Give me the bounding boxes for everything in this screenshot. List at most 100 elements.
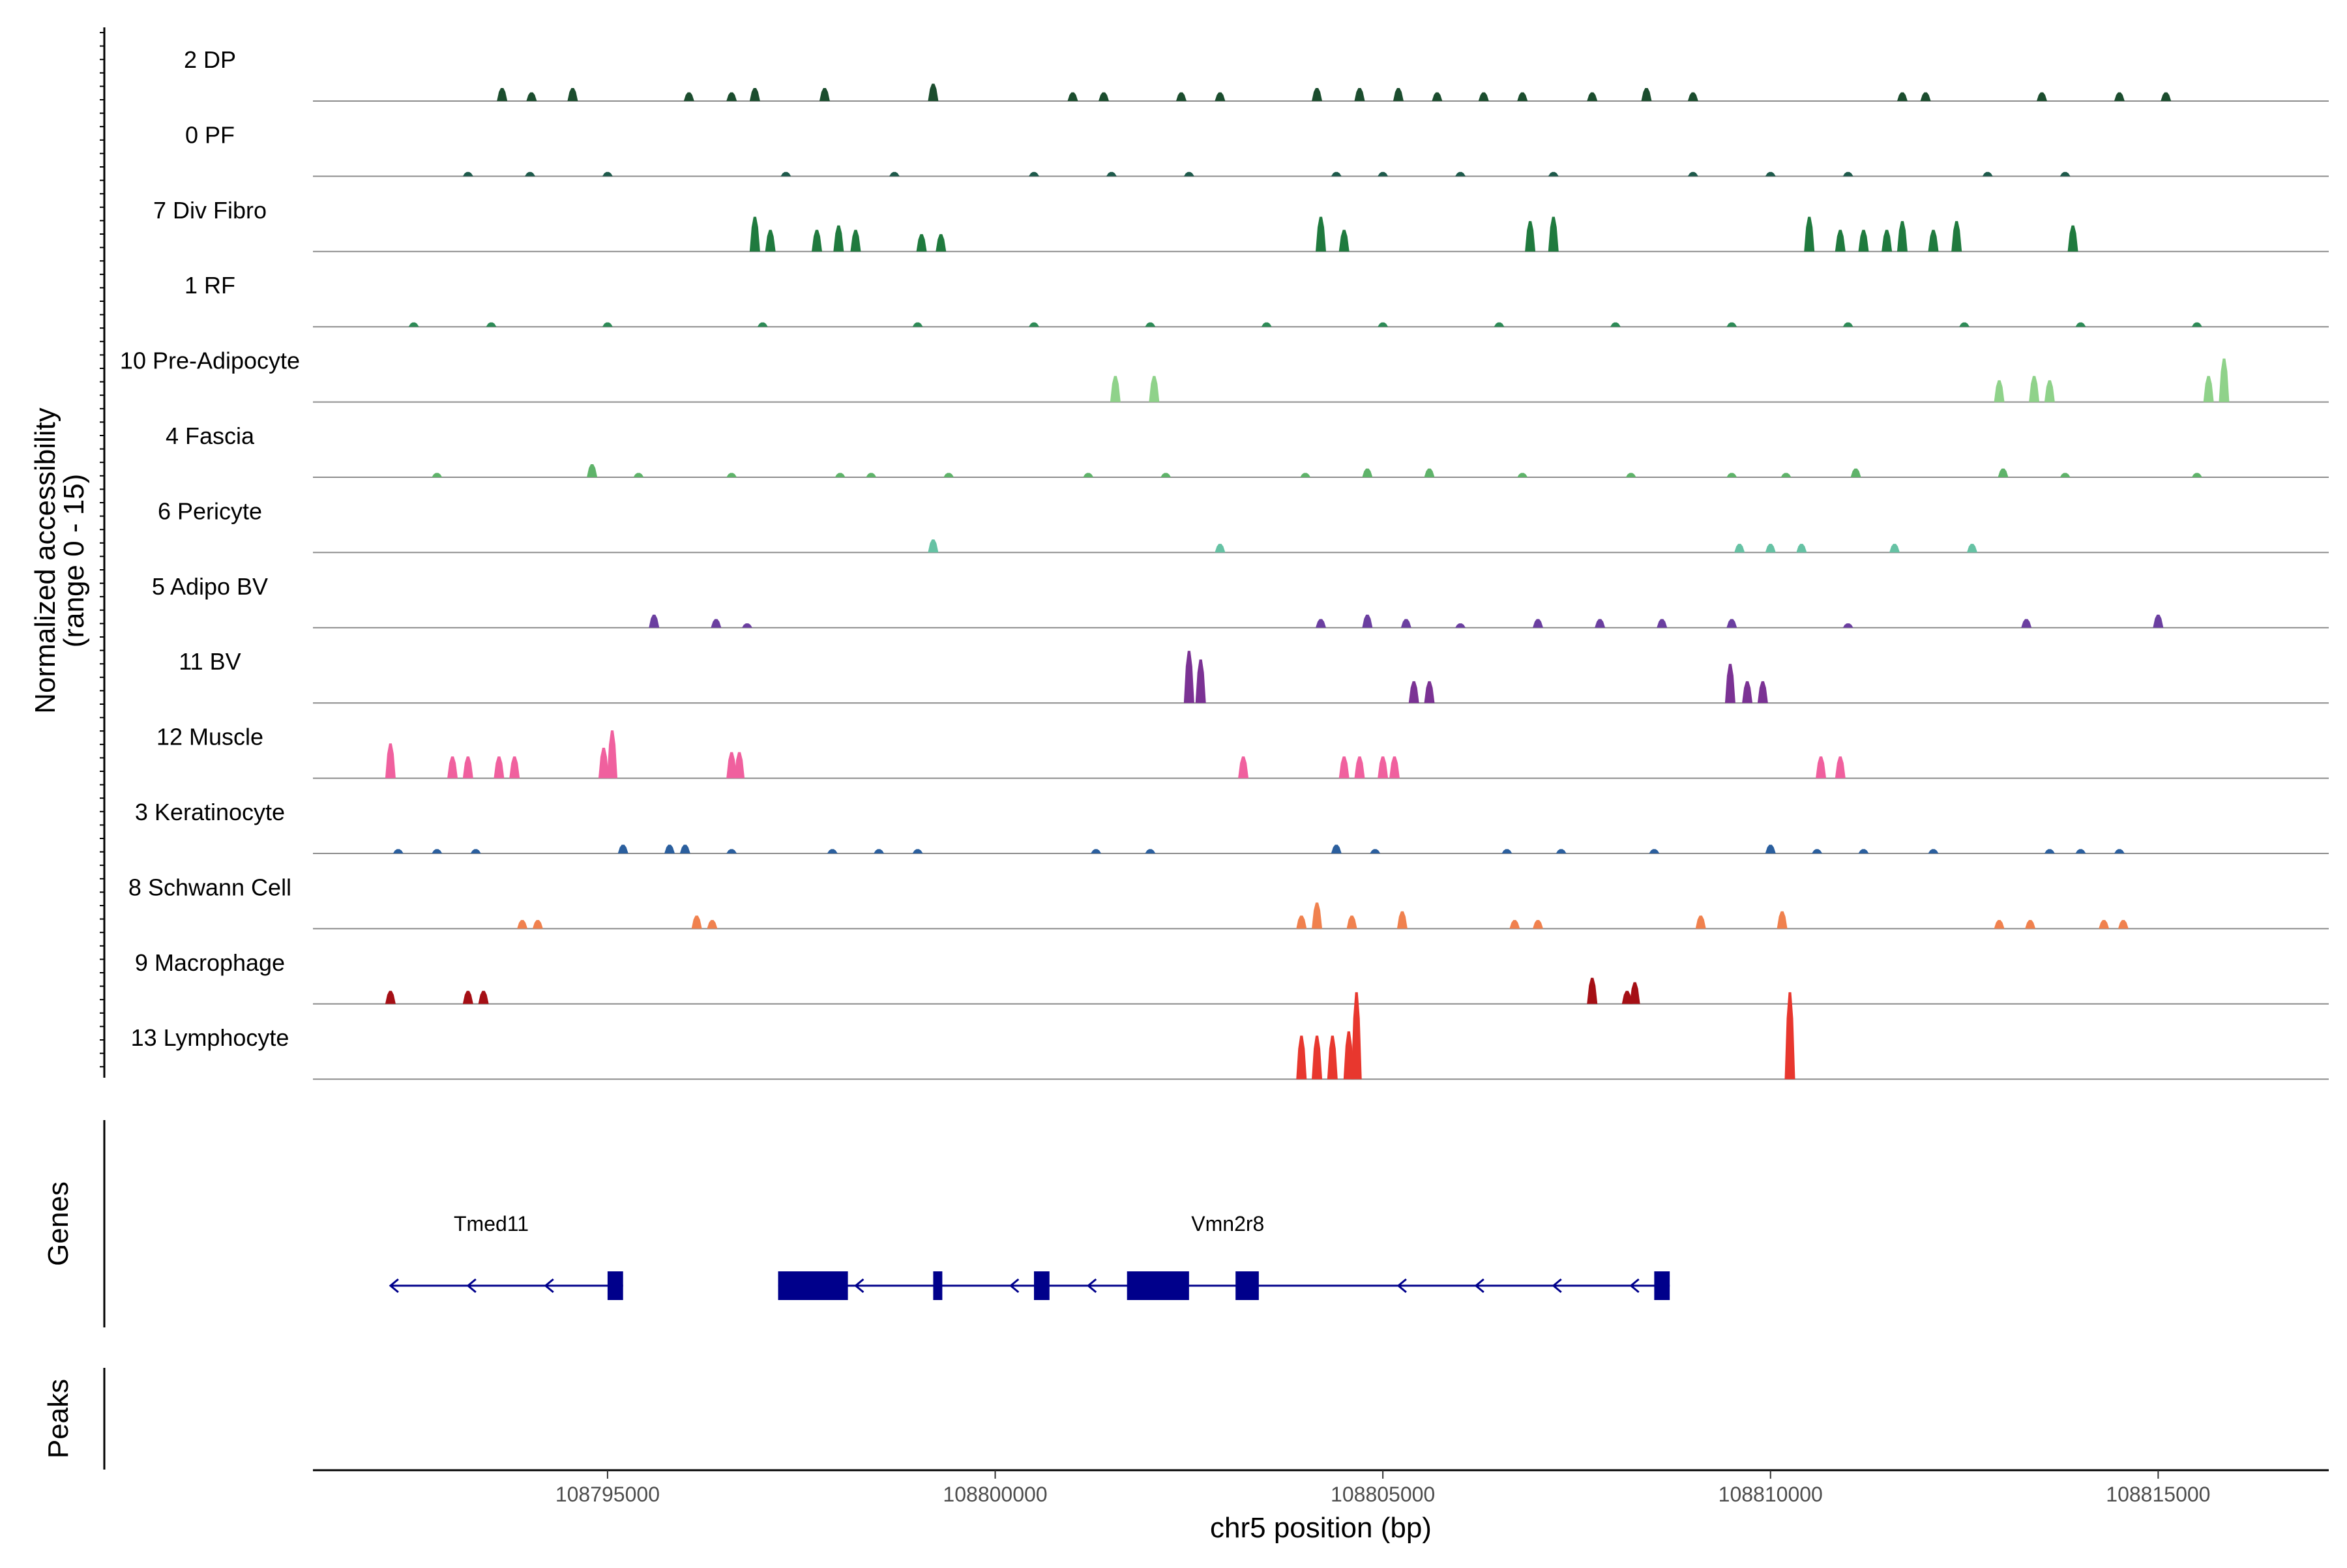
coverage-peak xyxy=(1378,756,1389,778)
coverage-peak xyxy=(602,322,613,327)
coverage-peak xyxy=(889,171,900,177)
coverage-peak xyxy=(2029,376,2040,402)
coverage-peak xyxy=(447,756,458,778)
coverage-peak xyxy=(1354,88,1365,101)
coverage-peak xyxy=(912,849,923,853)
coverage-peak xyxy=(2099,920,2110,929)
coverage-peak xyxy=(1966,544,1977,553)
coverage-peak xyxy=(478,990,489,1004)
coverage-peak xyxy=(664,844,675,853)
coverage-peak xyxy=(757,322,768,327)
coverage-peak xyxy=(874,849,885,853)
coverage-peak xyxy=(2025,920,2036,929)
coverage-peak xyxy=(1548,171,1559,177)
track-label: 12 Muscle xyxy=(156,724,263,750)
track-13: 9 Macrophage xyxy=(135,949,2329,1005)
coverage-peak xyxy=(1649,849,1660,853)
track-label: 0 PF xyxy=(185,121,235,148)
coverage-tracks: 2 DP 0 PF 7 Div Fibro 1 RF 10 Pre-Adipocyte 4… xyxy=(120,46,2329,1080)
coverage-peak xyxy=(2036,92,2047,101)
coverage-peak xyxy=(833,225,844,252)
x-tick-label: 108800000 xyxy=(943,1483,1047,1506)
track-6: 4 Fascia xyxy=(166,422,2329,478)
coverage-peak xyxy=(1882,229,1893,252)
coverage-peak xyxy=(462,990,473,1004)
coverage-peak xyxy=(1897,92,1908,101)
gene-exon xyxy=(1235,1271,1259,1300)
gene-Tmed11: Tmed11 xyxy=(389,1212,623,1300)
coverage-peak xyxy=(691,915,702,929)
coverage-peak xyxy=(1695,915,1706,929)
coverage-peak xyxy=(1784,992,1795,1080)
coverage-peak xyxy=(494,756,505,778)
coverage-peak xyxy=(1378,171,1389,177)
coverage-peak xyxy=(1316,216,1326,252)
coverage-peak xyxy=(1149,376,1160,402)
coverage-peak xyxy=(1587,977,1598,1004)
coverage-peak xyxy=(1145,849,1156,853)
coverage-peak xyxy=(707,920,718,929)
coverage-peak xyxy=(649,614,660,628)
coverage-peak xyxy=(1351,992,1362,1080)
coverage-peak xyxy=(827,849,838,853)
strand-arrow xyxy=(854,1278,864,1294)
coverage-peak xyxy=(392,849,404,853)
coverage-peak xyxy=(1959,322,1970,327)
coverage-peak xyxy=(385,990,396,1004)
coverage-peak xyxy=(1338,756,1350,778)
coverage-peak xyxy=(1804,216,1815,252)
coverage-peak xyxy=(602,171,613,177)
gene-name-label: Vmn2r8 xyxy=(1191,1212,1264,1235)
coverage-peak xyxy=(780,171,791,177)
coverage-peak xyxy=(2191,473,2202,477)
coverage-peak xyxy=(1106,171,1117,177)
track-9: 11 BV xyxy=(179,648,2329,704)
coverage-peak xyxy=(1099,92,1110,101)
strand-arrow xyxy=(389,1278,399,1294)
strand-arrow xyxy=(1629,1278,1640,1294)
coverage-peak xyxy=(1028,171,1039,177)
coverage-peak xyxy=(943,473,954,477)
coverage-peak xyxy=(912,322,923,327)
coverage-peak xyxy=(1183,171,1194,177)
coverage-peak xyxy=(1424,681,1435,703)
coverage-peak xyxy=(1067,92,1078,101)
coverage-peak xyxy=(2219,358,2230,402)
coverage-peak xyxy=(1215,92,1226,101)
track-label: 9 Macrophage xyxy=(135,949,285,976)
coverage-peak xyxy=(432,473,443,477)
coverage-peak xyxy=(1346,915,1357,929)
coverage-peak xyxy=(1145,322,1156,327)
coverage-peak xyxy=(1765,171,1776,177)
coverage-peak xyxy=(1362,468,1373,477)
coverage-peak xyxy=(1389,756,1400,778)
coverage-peak xyxy=(1455,171,1466,177)
coverage-peak xyxy=(1928,849,1939,853)
track-label: 1 RF xyxy=(185,272,235,299)
coverage-peak xyxy=(2044,849,2055,853)
coverage-peak xyxy=(385,743,396,778)
coverage-peak xyxy=(497,88,508,101)
track-label: 13 Lymphocyte xyxy=(131,1024,289,1051)
peaks-panel-label: Peaks xyxy=(42,1379,74,1458)
coverage-peak xyxy=(1195,659,1206,703)
coverage-peak xyxy=(1858,229,1869,252)
coverage-peak xyxy=(1316,619,1326,628)
track-label: 2 DP xyxy=(184,46,236,73)
coverage-peak xyxy=(486,322,497,327)
strand-arrow xyxy=(1086,1278,1097,1294)
coverage-peak xyxy=(2059,171,2071,177)
coverage-peak xyxy=(741,623,752,628)
coverage-peak xyxy=(812,229,822,252)
coverage-peak xyxy=(1724,664,1735,703)
coverage-peak xyxy=(765,229,776,252)
coverage-peak xyxy=(1687,171,1698,177)
coverage-peak xyxy=(1028,322,1039,327)
coverage-peak xyxy=(2114,849,2125,853)
track-label: 10 Pre-Adipocyte xyxy=(120,348,300,374)
coverage-peak xyxy=(524,171,535,177)
coverage-peak xyxy=(866,473,877,477)
coverage-peak xyxy=(1517,92,1528,101)
